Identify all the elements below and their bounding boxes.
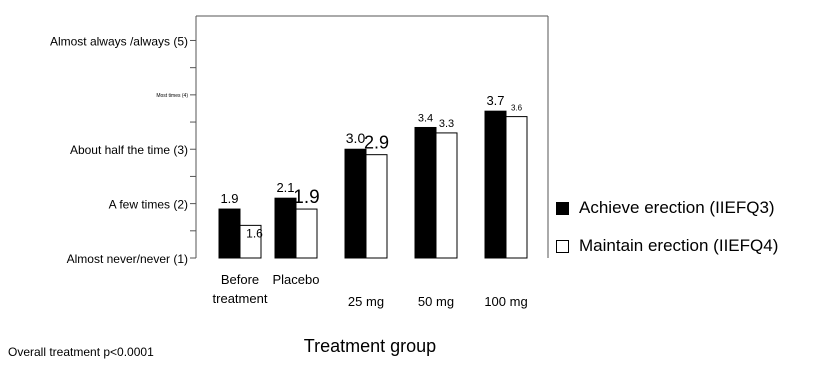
x-tick-label: 25 mg bbox=[348, 294, 384, 309]
x-tick-label: Before bbox=[221, 272, 259, 287]
data-label: 1.6 bbox=[246, 226, 263, 240]
bar-maintain bbox=[295, 208, 318, 259]
x-tick-label: treatment bbox=[213, 291, 268, 306]
data-label: 2.1 bbox=[276, 180, 294, 195]
data-label: 3.0 bbox=[346, 130, 366, 146]
bar-maintain bbox=[435, 132, 458, 259]
data-label: 3.4 bbox=[418, 112, 433, 124]
y-tick-label: Most times (4) bbox=[156, 93, 188, 99]
bar-maintain bbox=[365, 154, 388, 259]
x-tick-label: Placebo bbox=[273, 272, 320, 287]
data-label: 1.9 bbox=[293, 187, 319, 208]
legend-swatch-maintain bbox=[556, 239, 569, 253]
legend-swatch-achieve bbox=[556, 201, 569, 215]
bar-achieve bbox=[218, 208, 241, 259]
data-label: 1.9 bbox=[220, 191, 238, 206]
y-tick-label: Almost always /always (5) bbox=[50, 34, 188, 48]
data-label: 3.7 bbox=[486, 93, 504, 108]
y-tick-label: A few times (2) bbox=[109, 198, 188, 212]
y-tick-label: About half the time (3) bbox=[70, 143, 188, 157]
x-axis-title: Treatment group bbox=[304, 336, 436, 356]
bar-maintain bbox=[505, 116, 528, 259]
legend-label-maintain: Maintain erection (IIEFQ4) bbox=[579, 236, 779, 255]
legend-label-achieve: Achieve erection (IIEFQ3) bbox=[579, 198, 775, 217]
footnote: Overall treatment p<0.0001 bbox=[8, 345, 154, 359]
y-tick-label: Almost never/never (1) bbox=[67, 252, 188, 266]
bar-achieve bbox=[344, 148, 367, 259]
data-label: 3.3 bbox=[439, 118, 454, 130]
data-label: 2.9 bbox=[364, 133, 389, 153]
bar-achieve bbox=[484, 110, 507, 259]
x-tick-label: 100 mg bbox=[484, 294, 527, 309]
legend-item-achieve: Achieve erection (IIEFQ3) bbox=[556, 198, 775, 218]
data-label: 3.6 bbox=[511, 104, 523, 113]
bar-achieve bbox=[414, 126, 437, 259]
legend-item-maintain: Maintain erection (IIEFQ4) bbox=[556, 236, 778, 256]
x-tick-label: 50 mg bbox=[418, 294, 454, 309]
bar-maintain bbox=[239, 224, 262, 259]
